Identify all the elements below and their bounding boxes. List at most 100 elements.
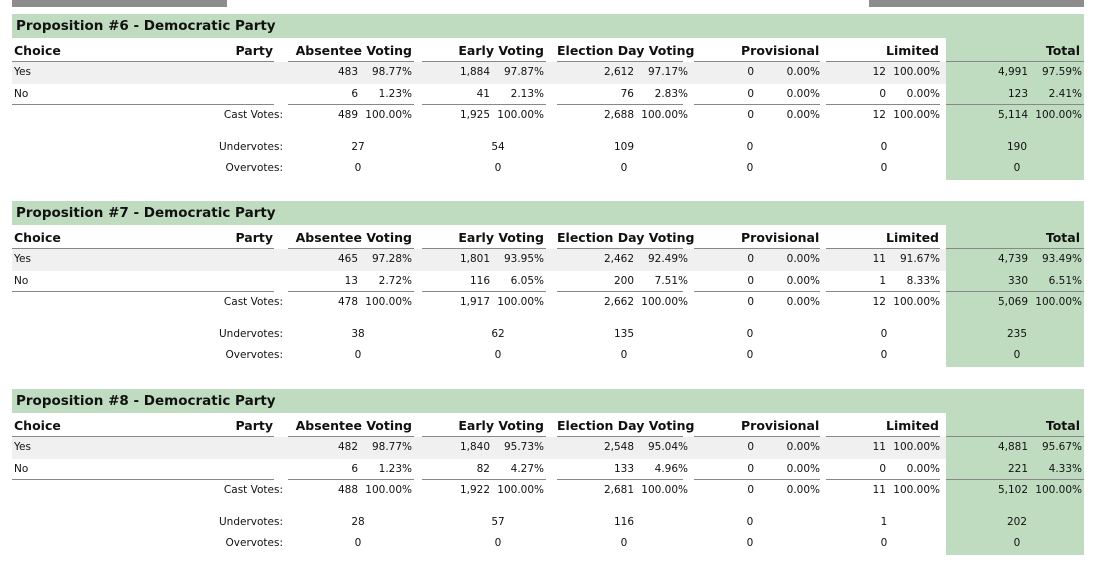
- provisional-pct: 0.00%: [786, 274, 820, 287]
- header-early: Early Voting: [458, 230, 544, 245]
- total-column-bg: [946, 413, 1084, 437]
- total-count: 4,991: [997, 66, 1028, 78]
- limited-pct: 0.00%: [906, 462, 940, 475]
- limited-count: 0: [879, 462, 886, 475]
- choice-row-yes: Yes 465 97.28% 1,801 93.95% 2,462 92.49%…: [12, 249, 1084, 271]
- provisional-pct: 0.00%: [786, 462, 820, 475]
- early-count: 62: [491, 327, 505, 340]
- total-count: 235: [1006, 327, 1028, 340]
- undervotes-row: Undervotes: 27 54 109 0 0 190: [12, 136, 1084, 158]
- overvotes-label: Overvotes:: [225, 162, 283, 174]
- undervotes-row: Undervotes: 38 62 135 0 0 235: [12, 323, 1084, 345]
- absentee-count: 6: [351, 87, 358, 100]
- cast-votes-label: Cast Votes:: [223, 484, 283, 496]
- total-pct: 100.00%: [1035, 484, 1082, 496]
- provisional-count: 0: [746, 140, 754, 153]
- absentee-count: 38: [351, 327, 365, 340]
- provisional-count: 0: [746, 327, 754, 340]
- header-provisional: Provisional: [741, 418, 820, 433]
- header-provisional: Provisional: [741, 230, 820, 245]
- absentee-count: 483: [337, 66, 358, 78]
- absentee-count: 465: [337, 253, 358, 265]
- total-column-bg: [946, 38, 1084, 62]
- choice-label: No: [14, 87, 29, 100]
- cast-votes-label: Cast Votes:: [223, 109, 283, 121]
- total-count: 0: [1013, 162, 1021, 174]
- limited-count: 12: [872, 109, 886, 121]
- header-party: Party: [235, 230, 273, 245]
- limited-count: 0: [879, 87, 886, 100]
- election-day-count: 200: [613, 274, 634, 287]
- header-absentee: Absentee Voting: [295, 230, 412, 245]
- total-count: 5,069: [997, 296, 1028, 308]
- limited-pct: 91.67%: [899, 253, 940, 265]
- total-count: 0: [1013, 349, 1021, 361]
- limited-pct: 8.33%: [906, 274, 940, 287]
- provisional-count: 0: [747, 66, 754, 78]
- early-count: 0: [494, 162, 502, 174]
- overvotes-row: Overvotes: 0 0 0 0 0 0: [12, 158, 1084, 180]
- early-count: 82: [476, 462, 490, 475]
- early-pct: 6.05%: [510, 274, 544, 287]
- limited-count: 11: [872, 484, 886, 496]
- total-count: 190: [1006, 140, 1028, 153]
- undervotes-label: Undervotes:: [218, 515, 283, 528]
- election-day-count: 0: [620, 349, 628, 361]
- limited-pct: 100.00%: [893, 296, 940, 308]
- choice-row-yes: Yes 482 98.77% 1,840 95.73% 2,548 95.04%…: [12, 437, 1084, 459]
- choice-row-no: No 13 2.72% 116 6.05% 200 7.51% 0 0.00% …: [12, 270, 1084, 292]
- total-count: 4,881: [997, 441, 1028, 453]
- provisional-count: 0: [747, 87, 754, 100]
- limited-count: 0: [880, 140, 888, 153]
- column-header-row: Choice Party Absentee Voting Early Votin…: [12, 38, 1084, 62]
- limited-count: 1: [879, 274, 886, 287]
- election-day-count: 2,681: [603, 484, 634, 496]
- provisional-pct: 0.00%: [786, 109, 820, 121]
- header-absentee: Absentee Voting: [295, 418, 412, 433]
- limited-count: 12: [872, 66, 886, 78]
- election-day-count: 2,688: [603, 109, 634, 121]
- election-day-count: 109: [613, 140, 635, 153]
- proposition-table-6: Proposition #6 - Democratic Party Choice…: [12, 14, 1084, 180]
- absentee-count: 0: [354, 349, 362, 361]
- limited-count: 1: [880, 515, 888, 528]
- election-day-pct: 100.00%: [641, 109, 688, 121]
- proposition-table-7: Proposition #7 - Democratic Party Choice…: [12, 201, 1084, 367]
- undervotes-row: Undervotes: 28 57 116 0 1 202: [12, 511, 1084, 533]
- top-bar-right: [869, 0, 1084, 7]
- provisional-count: 0: [747, 109, 754, 121]
- early-count: 0: [494, 537, 502, 549]
- cast-votes-row: Cast Votes: 478 100.00% 1,917 100.00% 2,…: [12, 292, 1084, 314]
- provisional-count: 0: [746, 537, 754, 549]
- total-pct: 97.59%: [1041, 66, 1082, 78]
- election-day-pct: 95.04%: [647, 441, 688, 453]
- header-early: Early Voting: [458, 43, 544, 58]
- overvotes-label: Overvotes:: [225, 349, 283, 361]
- choice-row-no: No 6 1.23% 41 2.13% 76 2.83% 0 0.00% 0 0…: [12, 83, 1084, 105]
- total-pct: 93.49%: [1041, 253, 1082, 265]
- provisional-count: 0: [746, 162, 754, 174]
- election-day-count: 2,662: [603, 296, 634, 308]
- provisional-count: 0: [746, 515, 754, 528]
- header-election-day: Election Day Voting: [557, 418, 695, 433]
- limited-pct: 100.00%: [893, 66, 940, 78]
- early-count: 41: [476, 87, 490, 100]
- cast-votes-label: Cast Votes:: [223, 296, 283, 308]
- early-pct: 4.27%: [510, 462, 544, 475]
- limited-count: 11: [872, 441, 886, 453]
- early-count: 1,917: [459, 296, 490, 308]
- early-pct: 97.87%: [503, 66, 544, 78]
- absentee-count: 0: [354, 162, 362, 174]
- absentee-count: 27: [351, 140, 365, 153]
- limited-count: 12: [872, 296, 886, 308]
- top-bar-left: [12, 0, 227, 7]
- election-day-count: 0: [620, 162, 628, 174]
- provisional-pct: 0.00%: [786, 253, 820, 265]
- election-day-count: 2,612: [603, 66, 634, 78]
- election-day-count: 76: [620, 87, 634, 100]
- total-count: 5,114: [997, 109, 1028, 121]
- total-pct: 100.00%: [1035, 109, 1082, 121]
- election-day-count: 0: [620, 537, 628, 549]
- limited-pct: 100.00%: [893, 441, 940, 453]
- header-total: Total: [1045, 418, 1080, 433]
